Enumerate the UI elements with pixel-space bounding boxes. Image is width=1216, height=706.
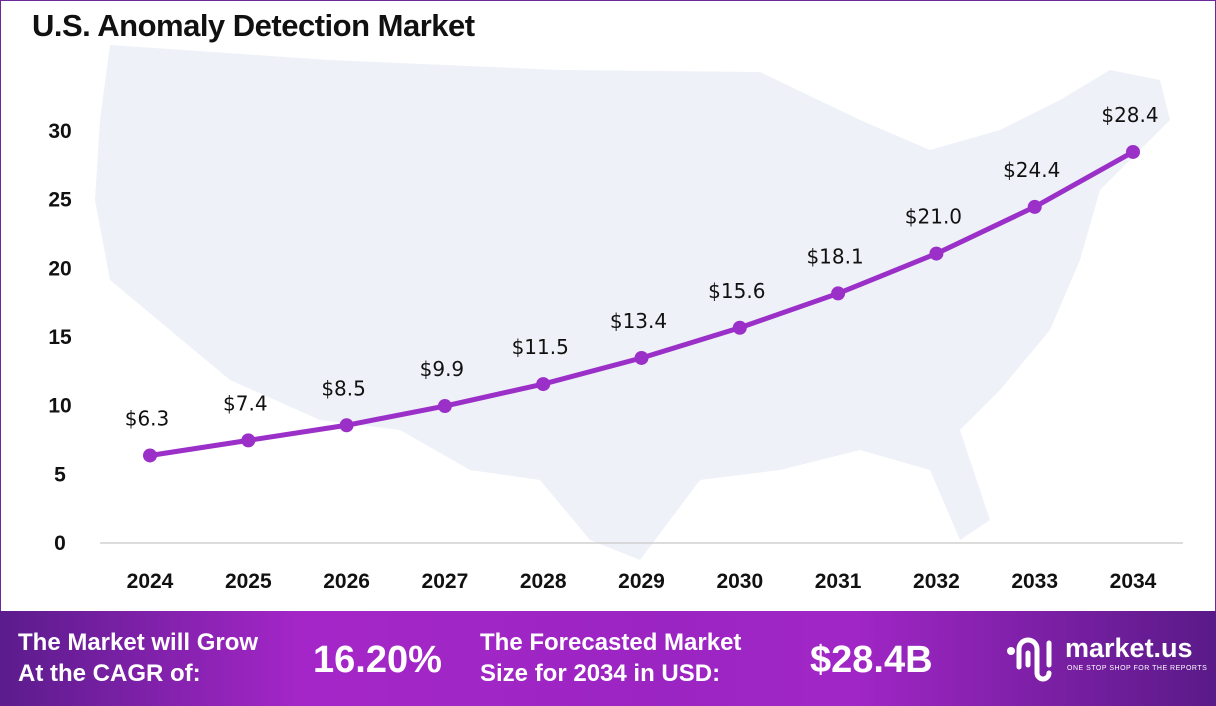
x-tick-label: 2028 <box>520 570 567 593</box>
data-label: $9.9 <box>420 357 465 381</box>
data-point <box>1126 144 1140 159</box>
data-point <box>634 350 649 365</box>
data-label: $8.5 <box>321 376 366 400</box>
data-point <box>929 246 944 261</box>
data-label: $21.0 <box>905 205 962 229</box>
data-point <box>1027 199 1042 214</box>
data-label: $11.5 <box>512 335 569 359</box>
data-label: $13.4 <box>610 309 667 333</box>
data-label: $24.4 <box>1003 158 1060 182</box>
x-tick-label: 2031 <box>815 570 862 593</box>
y-tick-label: 0 <box>54 532 66 555</box>
data-label: $7.4 <box>223 391 268 415</box>
x-tick-label: 2024 <box>127 570 174 593</box>
x-tick-label: 2033 <box>1011 570 1058 593</box>
x-tick-label: 2034 <box>1110 570 1157 593</box>
logo-icon <box>1007 637 1052 682</box>
data-label: $18.1 <box>806 244 863 268</box>
cagr-label-line2: At the CAGR of: <box>18 660 201 687</box>
y-tick-label: 15 <box>48 326 72 349</box>
x-tick-label: 2026 <box>323 570 370 593</box>
data-point <box>339 418 354 433</box>
y-tick-label: 10 <box>48 395 71 418</box>
cagr-label-line1: The Market will Grow <box>18 629 259 656</box>
data-point <box>437 399 452 414</box>
size-label-line2: Size for 2034 in USD: <box>480 660 721 687</box>
x-tick-label: 2027 <box>422 570 469 593</box>
footer-banner: The Market will Grow At the CAGR of: 16.… <box>0 611 1216 706</box>
x-tick-label: 2029 <box>618 570 665 593</box>
cagr-label: The Market will Grow At the CAGR of: <box>18 627 258 689</box>
x-tick-label: 2032 <box>913 570 960 593</box>
x-tick-label: 2025 <box>225 570 272 593</box>
data-label: $6.3 <box>125 406 170 430</box>
data-point <box>732 320 747 335</box>
logo-tagline: ONE STOP SHOP FOR THE REPORTS <box>1067 665 1208 672</box>
market-us-logo: market.us ONE STOP SHOP FOR THE REPORTS <box>1005 631 1207 691</box>
data-label: $15.6 <box>708 279 765 303</box>
us-map-background <box>95 45 1170 560</box>
size-label-line1: The Forecasted Market <box>480 629 742 656</box>
y-tick-label: 30 <box>48 120 71 143</box>
y-tick-label: 5 <box>54 463 66 486</box>
cagr-value: 16.20% <box>313 639 442 681</box>
chart-title: U.S. Anomaly Detection Market <box>32 8 475 43</box>
data-label: $28.4 <box>1101 103 1158 127</box>
data-point <box>143 448 157 463</box>
market-size-value: $28.4B <box>810 639 933 681</box>
data-point <box>241 433 256 448</box>
logo-text: market.us <box>1065 633 1193 663</box>
data-point <box>831 286 846 301</box>
y-tick-label: 20 <box>48 257 71 280</box>
data-point <box>536 377 551 392</box>
x-tick-label: 2030 <box>716 570 763 593</box>
market-size-label: The Forecasted Market Size for 2034 in U… <box>480 627 741 689</box>
y-tick-label: 25 <box>48 189 72 212</box>
